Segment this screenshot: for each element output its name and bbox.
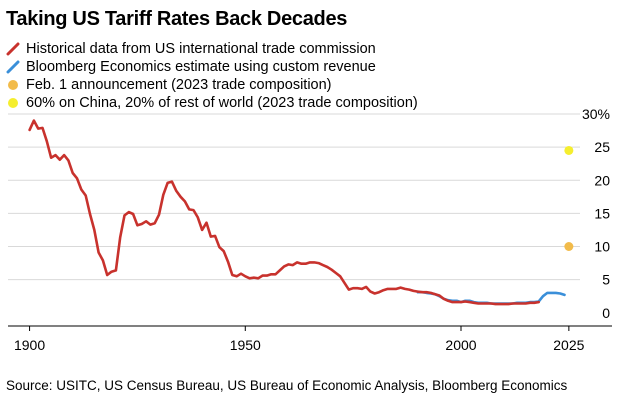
y-tick-label-15: 15 <box>594 205 610 221</box>
point-china-60-rest-20 <box>564 145 574 155</box>
y-tick-label-20: 20 <box>594 172 610 188</box>
point-feb1-announcement <box>564 242 574 251</box>
y-tick-label-30: 30% <box>582 106 610 122</box>
y-tick-label-0: 0 <box>602 305 610 321</box>
x-tick-label-2025: 2025 <box>553 337 584 353</box>
legend-label-china: 60% on China, 20% of rest of world (2023… <box>26 95 418 111</box>
red-line-icon <box>6 42 20 56</box>
blue-line-icon <box>6 60 20 74</box>
legend-label-feb1: Feb. 1 announcement (2023 trade composit… <box>26 77 332 93</box>
x-tick-label-1950: 1950 <box>230 337 261 353</box>
series-line-historical <box>28 119 540 306</box>
x-tick-label-1900: 1900 <box>14 337 45 353</box>
yellow-dot-icon <box>8 98 18 108</box>
y-tick-label-25: 25 <box>594 139 610 155</box>
series-line-estimate <box>416 290 566 305</box>
orange-dot-icon <box>8 80 18 90</box>
source-note: Source: USITC, US Census Bureau, US Bure… <box>6 378 568 393</box>
legend-label-historical: Historical data from US international tr… <box>26 41 376 57</box>
chart-title: Taking US Tariff Rates Back Decades <box>6 8 348 30</box>
legend-label-estimate: Bloomberg Economics estimate using custo… <box>26 59 376 75</box>
y-tick-label-5: 5 <box>602 272 610 288</box>
y-tick-label-10: 10 <box>594 239 610 255</box>
x-tick-label-2000: 2000 <box>445 337 476 353</box>
